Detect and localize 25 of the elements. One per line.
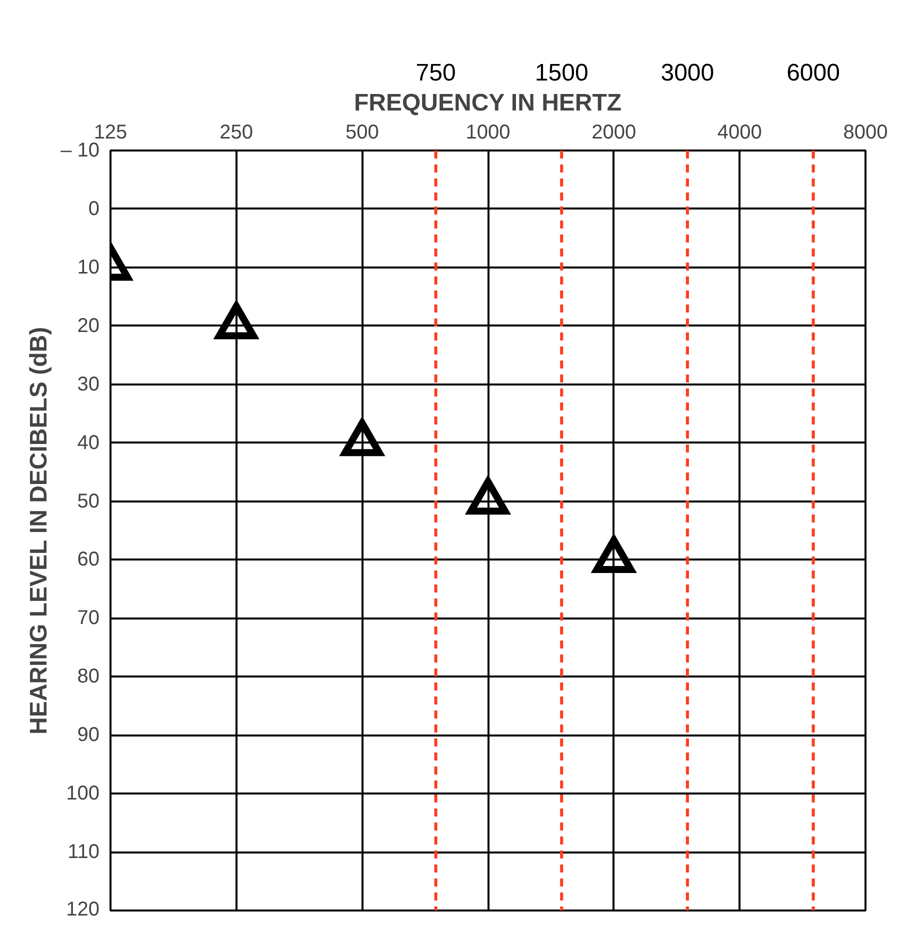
y-tick-label: 90 <box>77 724 100 746</box>
x-tick-label: 2000 <box>592 122 636 144</box>
x-tick-label: 4000 <box>717 122 762 144</box>
y-tick-label: 30 <box>77 373 100 396</box>
x-tick-label: 8000 <box>843 122 888 144</box>
x-tick-label: 1000 <box>466 122 510 144</box>
y-tick-label: 10 <box>77 256 100 278</box>
x-axis-title: FREQUENCY IN HERTZ <box>354 90 622 116</box>
y-tick-label: 50 <box>77 490 100 512</box>
ref-line-label: 750 <box>416 60 456 86</box>
y-tick-label: 0 <box>88 198 100 220</box>
ref-line-label: 6000 <box>786 60 840 86</box>
y-tick-label: 120 <box>66 898 100 920</box>
ref-line-label: 1500 <box>534 60 588 86</box>
y-tick-label: 70 <box>77 607 100 630</box>
ref-line-label: 3000 <box>660 60 714 86</box>
x-tick-label: 250 <box>220 122 254 144</box>
y-tick-label: 60 <box>77 548 100 571</box>
y-axis-title: HEARING LEVEL IN DECIBELS (dB) <box>26 326 53 735</box>
x-tick-label: 500 <box>345 122 379 144</box>
y-tick-label: 110 <box>68 841 100 864</box>
y-tick-label: 20 <box>77 314 100 337</box>
y-tick-label: 40 <box>77 432 100 454</box>
y-tick-label: 100 <box>66 782 100 805</box>
y-tick-label: 80 <box>77 666 100 688</box>
